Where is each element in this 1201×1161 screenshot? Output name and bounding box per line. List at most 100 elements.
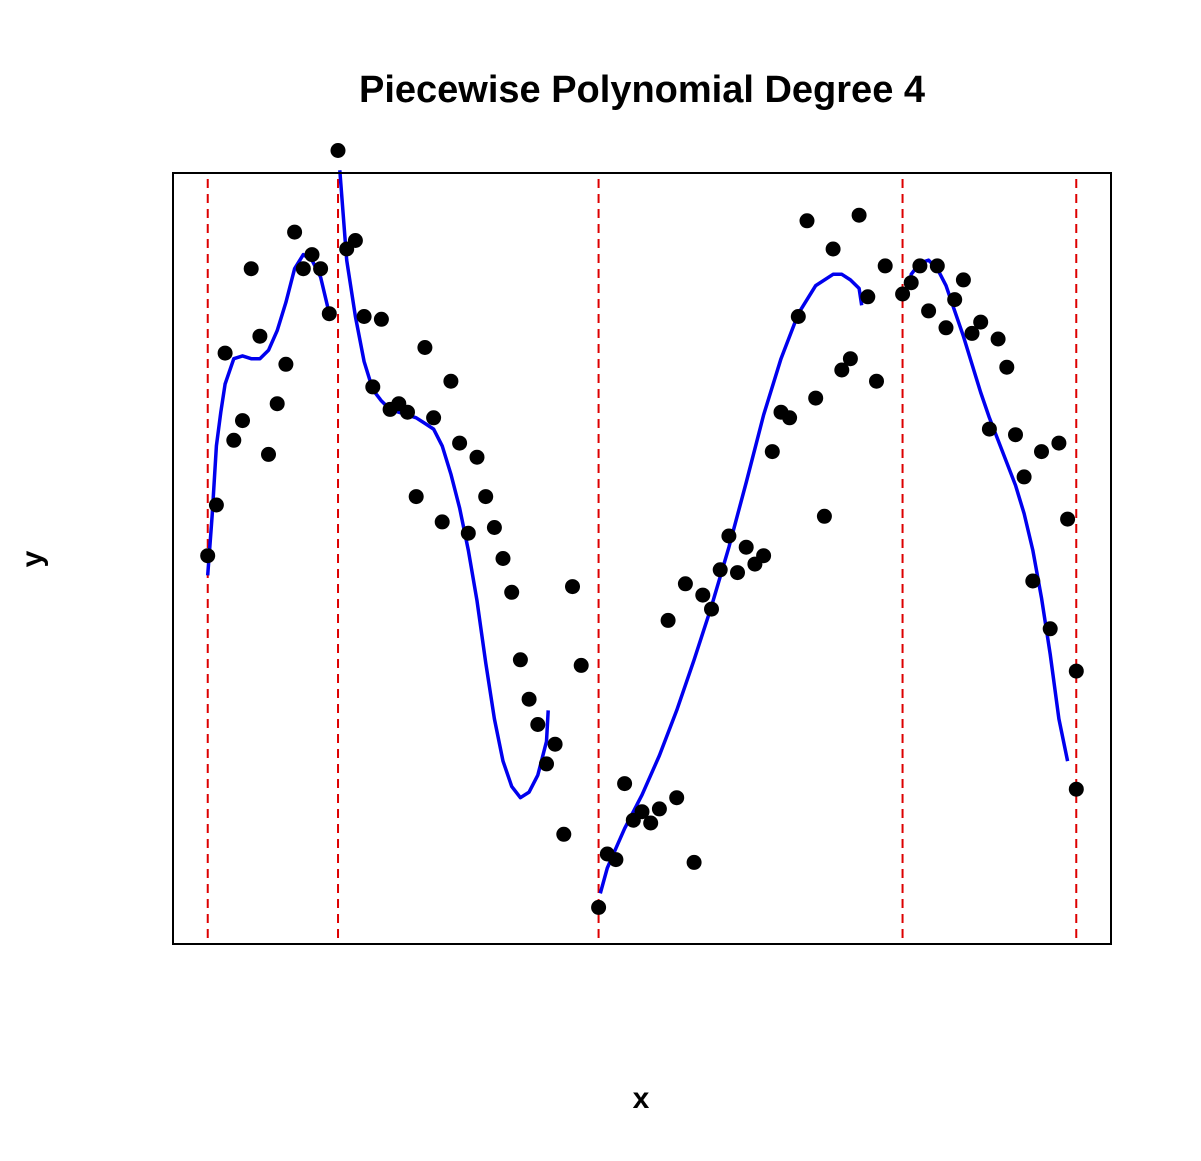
data-point-72 xyxy=(834,362,850,378)
data-point-89 xyxy=(990,331,1006,347)
data-point-23 xyxy=(400,404,415,420)
data-point-7 xyxy=(261,446,276,462)
data-point-75 xyxy=(860,289,876,305)
fit-segment-0 xyxy=(205,252,334,576)
data-point-19 xyxy=(365,379,381,395)
data-point-51 xyxy=(651,801,667,817)
data-point-29 xyxy=(452,435,468,451)
data-point-74 xyxy=(851,207,867,223)
data-point-26 xyxy=(426,410,442,426)
data-point-85 xyxy=(955,272,971,288)
data-point-98 xyxy=(1068,663,1084,679)
data-point-63 xyxy=(756,548,772,564)
data-point-73 xyxy=(842,351,858,367)
data-point-59 xyxy=(721,528,737,544)
data-point-30 xyxy=(460,525,476,541)
data-point-32 xyxy=(478,489,494,505)
data-point-8 xyxy=(269,396,285,412)
data-point-33 xyxy=(486,520,502,535)
data-point-17 xyxy=(347,233,363,248)
data-point-47 xyxy=(617,776,633,792)
data-point-60 xyxy=(730,565,745,581)
data-point-53 xyxy=(669,790,685,806)
data-point-81 xyxy=(921,303,937,319)
data-point-0 xyxy=(200,548,216,564)
data-point-11 xyxy=(295,261,311,277)
data-point-1 xyxy=(208,497,224,513)
fit-segment-2 xyxy=(598,272,864,894)
data-point-41 xyxy=(556,826,572,842)
data-point-9 xyxy=(278,356,294,372)
data-point-37 xyxy=(521,691,537,707)
data-point-54 xyxy=(677,576,693,592)
data-point-38 xyxy=(530,717,546,732)
data-point-96 xyxy=(1051,435,1067,451)
data-point-14 xyxy=(321,306,337,322)
data-point-77 xyxy=(877,258,893,274)
data-point-28 xyxy=(443,373,459,389)
data-point-91 xyxy=(1008,427,1023,443)
data-point-12 xyxy=(304,247,320,263)
data-point-82 xyxy=(929,258,945,274)
data-point-36 xyxy=(512,652,528,668)
data-point-76 xyxy=(869,373,884,389)
data-point-27 xyxy=(434,514,450,530)
data-point-3 xyxy=(226,432,242,448)
data-point-49 xyxy=(634,804,650,820)
data-point-58 xyxy=(712,562,728,578)
plot-frame xyxy=(172,172,1112,945)
data-point-87 xyxy=(973,314,989,330)
data-point-71 xyxy=(825,241,841,257)
data-point-5 xyxy=(243,261,259,277)
data-point-13 xyxy=(313,261,329,277)
data-point-61 xyxy=(738,539,754,555)
data-point-35 xyxy=(504,584,520,600)
data-point-24 xyxy=(408,489,424,505)
data-point-80 xyxy=(912,258,928,274)
data-point-94 xyxy=(1034,444,1049,460)
data-point-57 xyxy=(704,601,719,617)
data-point-4 xyxy=(235,413,250,429)
x-axis-label: x xyxy=(633,1082,650,1115)
data-point-70 xyxy=(816,508,832,524)
data-point-92 xyxy=(1016,469,1032,485)
data-point-25 xyxy=(417,340,433,355)
data-points xyxy=(200,143,1084,915)
data-point-52 xyxy=(660,612,676,628)
data-point-2 xyxy=(217,345,233,361)
data-point-83 xyxy=(938,320,954,336)
y-axis-label: y xyxy=(16,550,49,567)
data-point-55 xyxy=(686,854,702,870)
data-point-42 xyxy=(565,579,580,595)
chart-title: Piecewise Polynomial Degree 4 xyxy=(359,69,925,111)
data-point-95 xyxy=(1042,621,1058,637)
fit-curves xyxy=(205,170,1070,894)
data-point-6 xyxy=(252,328,268,344)
data-point-78 xyxy=(895,286,911,302)
data-point-67 xyxy=(790,309,806,324)
data-point-64 xyxy=(764,444,780,460)
data-point-20 xyxy=(373,311,389,327)
data-point-56 xyxy=(695,587,711,603)
data-point-66 xyxy=(782,410,798,426)
knot-lines xyxy=(206,179,1078,944)
data-point-93 xyxy=(1025,573,1041,589)
data-point-79 xyxy=(903,275,919,291)
data-point-18 xyxy=(356,309,372,324)
data-point-10 xyxy=(287,224,303,240)
data-point-90 xyxy=(999,359,1015,375)
data-point-43 xyxy=(573,657,589,673)
data-point-50 xyxy=(643,815,659,831)
fit-segment-3 xyxy=(907,258,1070,762)
data-point-88 xyxy=(981,421,997,437)
data-point-84 xyxy=(947,292,963,308)
data-point-86 xyxy=(964,325,980,341)
data-point-46 xyxy=(608,852,624,868)
data-point-69 xyxy=(808,390,824,406)
data-point-34 xyxy=(495,551,511,566)
data-point-99 xyxy=(1068,781,1084,797)
data-point-15 xyxy=(330,143,346,158)
data-point-68 xyxy=(799,213,815,229)
data-point-31 xyxy=(469,449,485,465)
